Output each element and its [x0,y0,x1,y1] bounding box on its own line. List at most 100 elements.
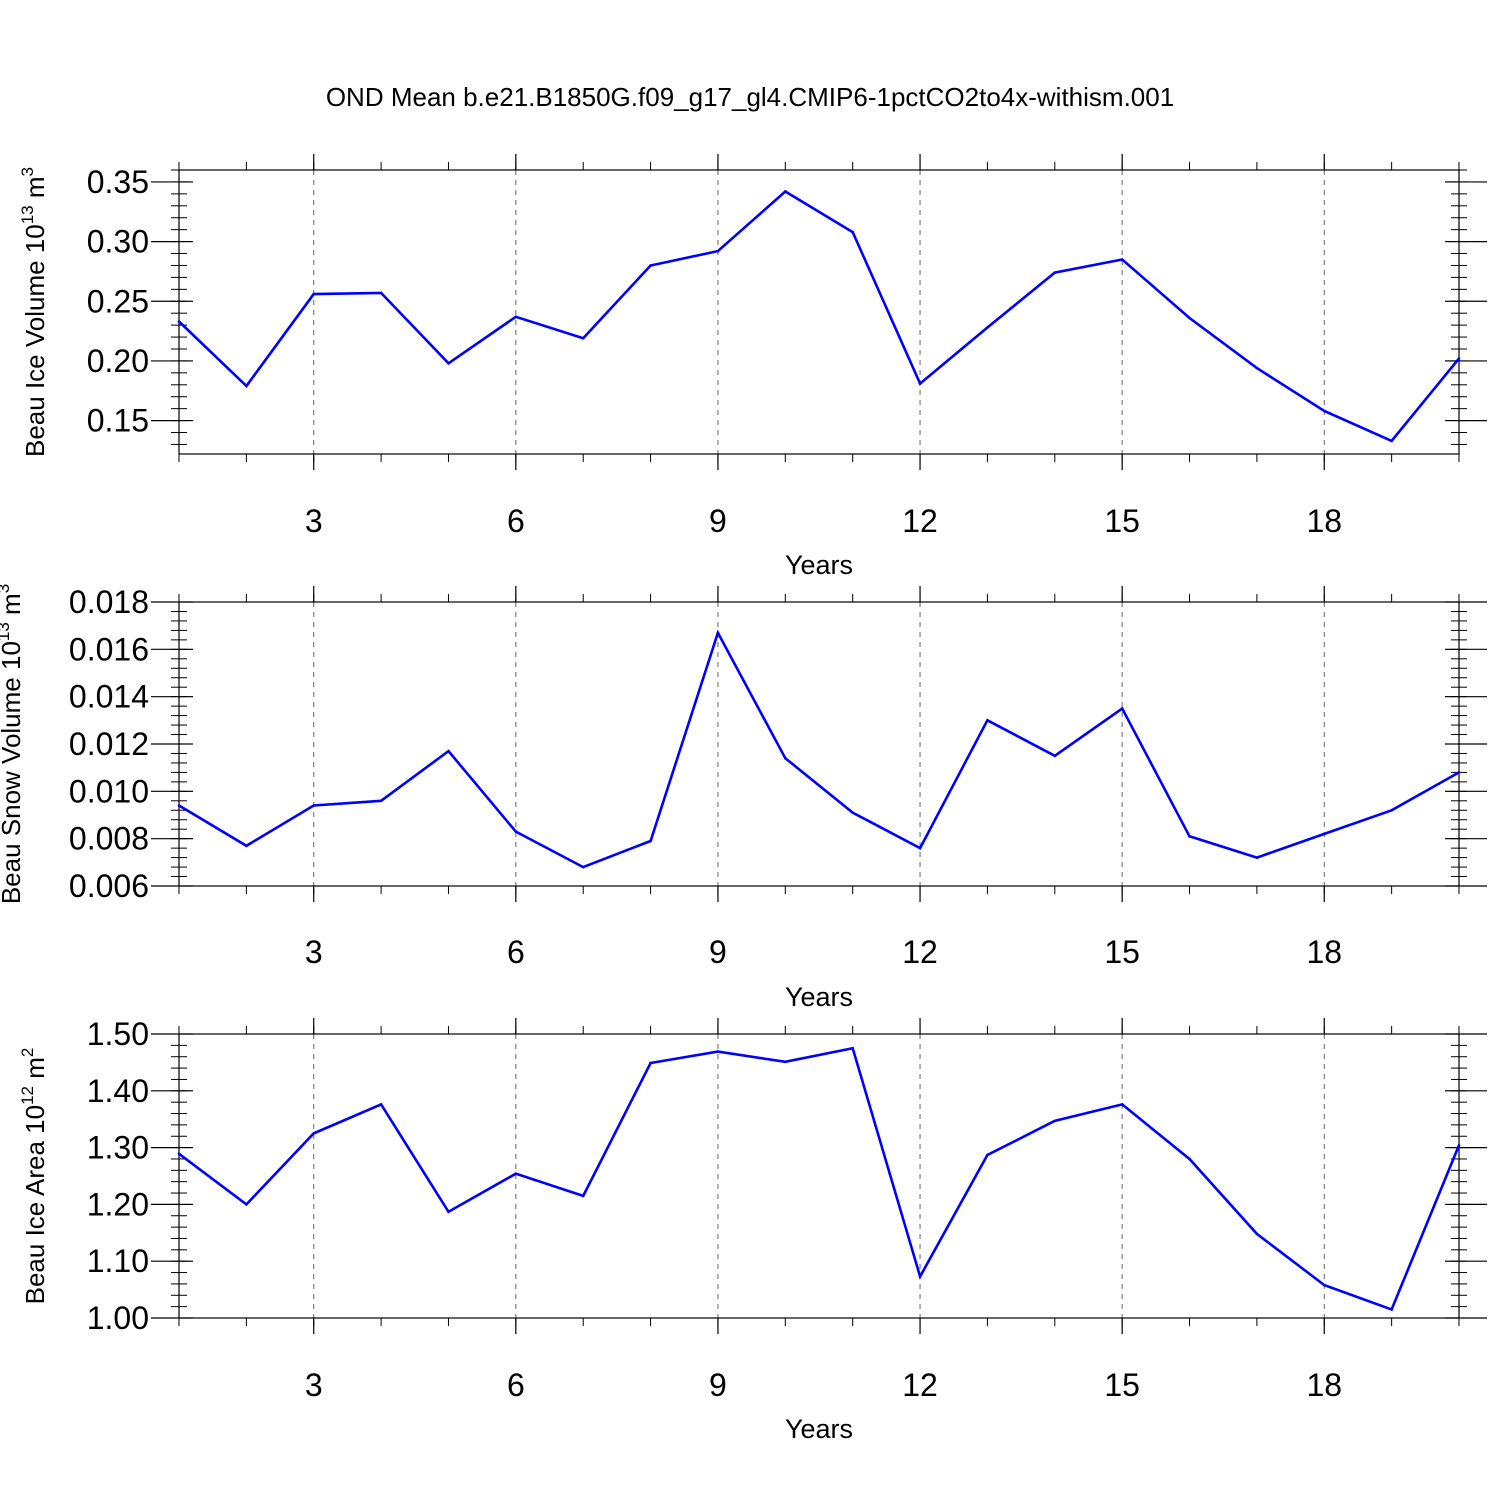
data-point [784,756,787,760]
data-point [918,1275,922,1278]
data-point [1188,316,1191,320]
data-point [1120,707,1124,710]
y-axis-label-part: m [20,1057,50,1086]
plot-frame [178,1033,1460,1319]
data-point [1053,1119,1057,1123]
data-point [649,264,652,267]
data-point [1390,1308,1393,1311]
y-tick-label: 0.15 [87,403,149,439]
data-point [379,1103,383,1106]
data-point [1322,832,1326,836]
data-point [312,292,316,296]
data-point [1053,271,1057,274]
y-tick-label: 1.40 [87,1073,149,1109]
y-axis-label-part: Beau Snow Volume 10 [0,641,26,904]
data-point [1457,771,1461,774]
data-point [1390,439,1393,443]
x-tick-label: 9 [709,1367,727,1403]
data-point [716,1050,720,1053]
x-tick-label: 12 [902,1367,938,1403]
data-point [1390,808,1393,812]
data-point [581,336,585,340]
y-tick-label: 1.20 [87,1186,149,1222]
data-point [514,1172,518,1176]
data-point [784,1060,787,1064]
x-tick-label: 6 [507,503,525,539]
data-point [918,382,922,385]
data-point [245,844,248,848]
plot-frame [178,169,1460,455]
y-axis-label-part: Beau Ice Area 10 [20,1105,50,1304]
plot-frame [178,601,1460,887]
x-tick-label: 12 [902,503,938,539]
data-point [447,362,450,365]
data-point [581,865,585,869]
data-point [784,190,787,193]
x-tick-label: 18 [1306,934,1342,970]
x-tick-label: 6 [507,934,525,970]
data-point [1322,1283,1326,1287]
y-axis-label: Beau Ice Area 1012 m2 [18,1048,50,1305]
y-tick-label: 0.35 [87,164,149,200]
y-tick-label: 0.008 [69,821,149,857]
x-tick-label: 15 [1104,503,1140,539]
data-point [986,719,989,722]
y-axis-label-part: m [20,176,50,205]
data-point [1255,1232,1259,1236]
series-line [178,1046,1461,1312]
x-tick-label: 18 [1306,503,1342,539]
x-axis-label: Years [785,1414,853,1444]
data-point [447,1210,450,1214]
data-point [514,315,518,319]
y-axis-label-superscript: 13 [18,205,37,224]
data-point [514,830,518,833]
y-axis-label-superscript: 3 [0,584,13,593]
data-point [851,1046,854,1050]
y-tick-label: 1.50 [87,1016,149,1052]
panel-1: 3 6 9 12 15 18 0.15 0.20 0.25 0.30 0.35 Years Beau I… [18,154,1487,580]
data-point [177,1152,181,1156]
y-tick-label: 0.30 [87,224,149,260]
x-tick-label: 12 [902,934,938,970]
data-point [581,1194,585,1198]
data-point [851,230,854,234]
panel-2: 3 6 9 12 15 18 0.006 0.008 0.010 0.012 0.014 0.016 0… [0,584,1487,1012]
data-point [379,799,383,803]
y-tick-label: 1.00 [87,1300,149,1336]
data-point [312,1132,316,1135]
y-tick-label: 0.20 [87,343,149,379]
y-tick-label: 1.10 [87,1243,149,1279]
y-tick-label: 0.018 [69,584,149,620]
y-tick-label: 0.010 [69,773,149,809]
data-point [1053,754,1057,758]
x-tick-label: 3 [305,503,323,539]
y-axis-label-superscript: 13 [0,622,13,641]
y-axis-label-superscript: 3 [18,167,37,176]
data-point [986,1153,989,1157]
data-point [716,631,720,635]
data-point [245,384,248,388]
data-point [918,846,922,850]
data-point [1457,357,1461,360]
x-tick-label: 15 [1104,934,1140,970]
x-axis-label: Years [785,550,853,580]
data-point [1120,1103,1124,1106]
y-axis-label: Beau Snow Volume 1013 m3 [0,584,26,904]
x-tick-label: 15 [1104,1367,1140,1403]
y-axis-label-superscript: 2 [18,1048,37,1057]
y-axis-label-superscript: 12 [18,1086,37,1105]
series-line [178,189,1461,443]
figure-title: OND Mean b.e21.B1850G.f09_g17_gl4.CMIP6-… [326,82,1174,112]
x-axis-label: Years [785,982,853,1012]
data-point [1322,409,1326,413]
x-tick-label: 9 [709,503,727,539]
y-axis-label: Beau Ice Volume 1013 m3 [18,167,50,457]
data-point [379,291,383,295]
x-tick-label: 18 [1306,1367,1342,1403]
data-point [177,320,181,323]
y-tick-label: 0.25 [87,283,149,319]
data-point [245,1203,248,1206]
data-point [851,811,854,814]
